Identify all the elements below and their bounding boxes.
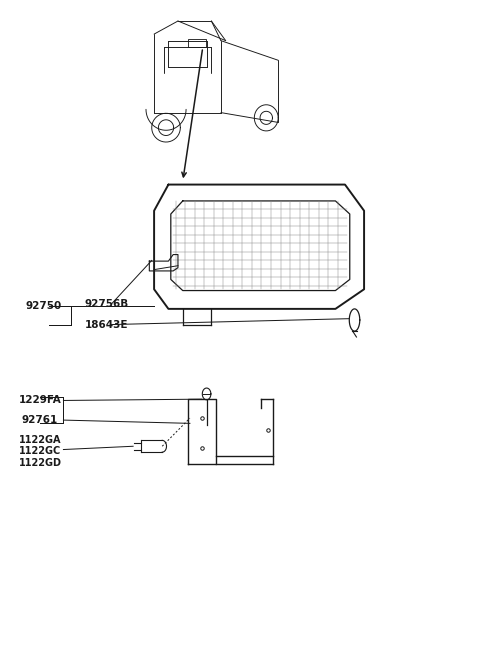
Text: 92750: 92750 xyxy=(25,301,61,311)
Text: 18643E: 18643E xyxy=(85,319,129,330)
Text: 1122GC: 1122GC xyxy=(19,447,61,457)
FancyBboxPatch shape xyxy=(189,39,205,47)
Text: 92756B: 92756B xyxy=(85,300,129,309)
Text: 1122GD: 1122GD xyxy=(19,458,62,468)
Text: 92761: 92761 xyxy=(22,415,58,425)
Text: 1122GA: 1122GA xyxy=(19,436,61,445)
Text: 1229FA: 1229FA xyxy=(19,396,62,405)
